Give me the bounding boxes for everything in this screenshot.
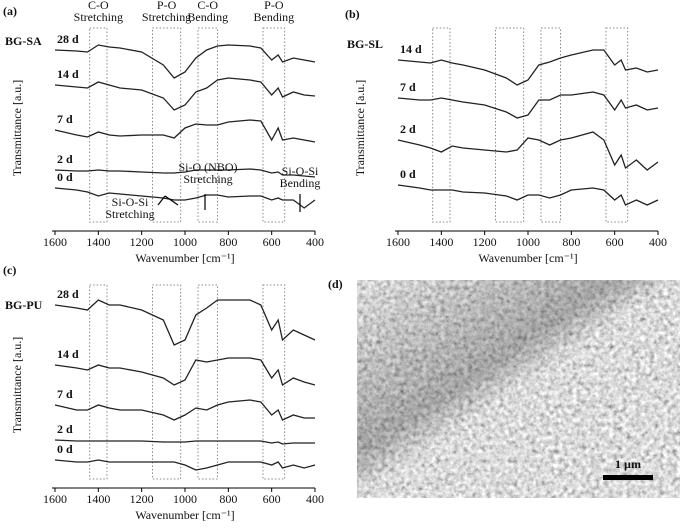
band-label: C-O [88, 0, 109, 12]
panel-label: (a) [3, 4, 17, 18]
band-box [262, 284, 286, 480]
band-box [605, 27, 629, 223]
x-tick-label: 1200 [130, 492, 154, 506]
sample-label: BG-SA [5, 34, 42, 48]
x-tick-label: 400 [306, 492, 324, 506]
sem-shading [357, 280, 680, 498]
series-label: 0 d [57, 442, 73, 456]
spectrum-line [397, 49, 659, 86]
panel-label: (c) [3, 263, 16, 277]
x-tick-label: 1600 [43, 235, 67, 249]
spectrum-line [54, 77, 316, 111]
series-label: 28 d [57, 32, 79, 46]
spectrum-line [54, 399, 315, 421]
x-tick-label: 1200 [473, 235, 497, 249]
x-tick-label: 1000 [173, 235, 197, 249]
series-label: 14 d [400, 42, 422, 56]
band-label: Bending [187, 10, 228, 24]
series-label: 14 d [57, 347, 79, 361]
band-box [152, 27, 182, 223]
series-label: 2 d [400, 122, 416, 136]
scale-bar [603, 475, 653, 480]
x-tick-label: 1600 [386, 235, 410, 249]
annotation-arrow [157, 195, 166, 206]
spectrum-line [54, 119, 316, 143]
series-label: 28 d [57, 287, 79, 301]
series-label: 2 d [57, 152, 73, 166]
x-tick-label: 1600 [43, 492, 67, 506]
y-axis-label: Transmittance [a.u.] [353, 80, 367, 177]
spectrum-line [397, 91, 659, 119]
annotation: Stretching [183, 172, 232, 186]
annotation-arrow [164, 195, 179, 206]
spectrum-line [54, 187, 316, 209]
band-box [262, 27, 286, 223]
x-tick-label: 800 [219, 235, 237, 249]
series-label: 0 d [400, 167, 416, 181]
scale-bar-label: 1 µm [615, 457, 641, 471]
series-label: 14 d [57, 67, 79, 81]
panel-label: (d) [328, 277, 343, 291]
band-label: Stretching [142, 10, 191, 24]
spectrum-line [54, 44, 316, 79]
band-box [89, 27, 108, 223]
band-label: P-O [264, 0, 284, 12]
x-tick-label: 600 [263, 235, 281, 249]
sample-label: BG-PU [5, 298, 43, 312]
spectrum-line [54, 168, 316, 178]
annotation: Bending [280, 176, 321, 190]
x-axis-label: Wavenumber [cm⁻¹] [135, 508, 234, 522]
x-tick-label: 1400 [86, 235, 110, 249]
spectrum-line [54, 357, 316, 387]
y-axis-label: Transmittance [a.u.] [10, 80, 24, 177]
annotation: Si-O (NBO) [179, 160, 238, 174]
x-axis-label: Wavenumber [cm⁻¹] [478, 251, 577, 265]
series-label: 7 d [57, 387, 73, 401]
band-box [197, 284, 218, 480]
band-label: Bending [253, 10, 294, 24]
annotation: Stretching [105, 207, 154, 221]
x-tick-label: 400 [649, 235, 667, 249]
band-box [540, 27, 561, 223]
sample-label: BG-SL [347, 37, 383, 51]
band-label: C-O [197, 0, 218, 12]
spectrum-line [397, 131, 659, 171]
spectrum-line [54, 459, 316, 471]
x-axis-label: Wavenumber [cm⁻¹] [135, 251, 234, 265]
band-box [152, 284, 182, 480]
spectrum-line [54, 299, 316, 346]
x-tick-label: 1400 [429, 235, 453, 249]
band-box [432, 27, 451, 223]
band-label: Stretching [74, 10, 123, 24]
panel-label: (b) [345, 7, 360, 21]
x-tick-label: 600 [606, 235, 624, 249]
y-axis-label: Transmittance [a.u.] [10, 337, 24, 434]
x-tick-label: 800 [219, 492, 237, 506]
spectrum-line [54, 439, 315, 445]
x-tick-label: 400 [306, 235, 324, 249]
band-label: P-O [157, 0, 177, 12]
x-tick-label: 600 [263, 492, 281, 506]
band-box [89, 284, 108, 480]
x-tick-label: 1000 [516, 235, 540, 249]
series-label: 2 d [57, 422, 73, 436]
series-label: 0 d [57, 170, 73, 184]
x-tick-label: 800 [562, 235, 580, 249]
annotation: Si-O-Si [282, 164, 319, 178]
x-tick-label: 1200 [130, 235, 154, 249]
x-tick-label: 1000 [173, 492, 197, 506]
x-tick-label: 1400 [86, 492, 110, 506]
series-label: 7 d [400, 80, 416, 94]
spectrum-line [397, 184, 659, 206]
band-box [495, 27, 525, 223]
annotation: Si-O-Si [112, 195, 149, 209]
series-label: 7 d [57, 112, 73, 126]
